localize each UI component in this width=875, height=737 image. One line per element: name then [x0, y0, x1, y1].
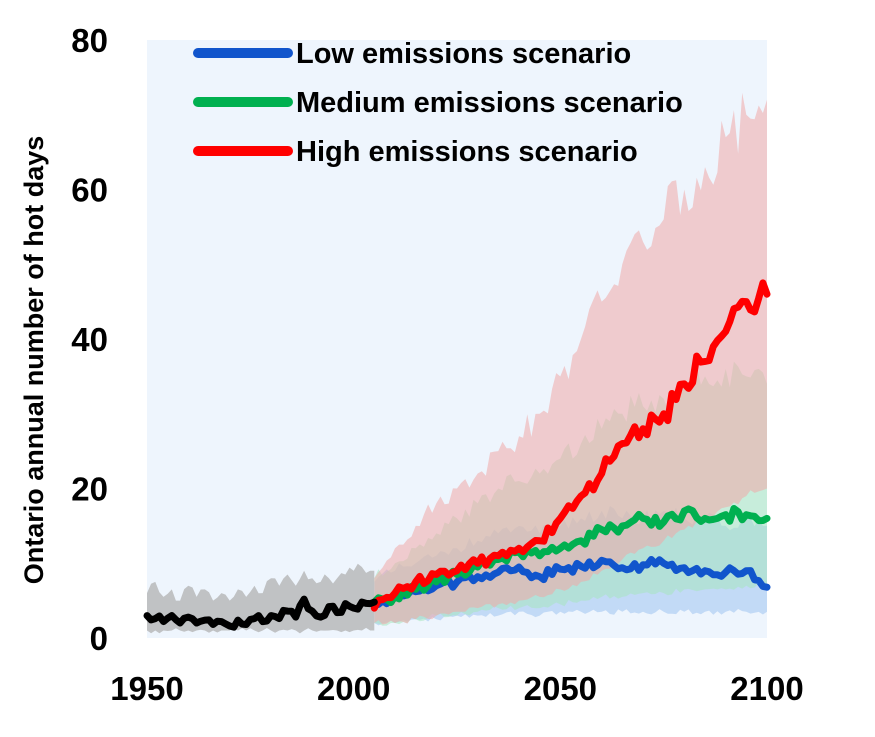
- x-tick-label: 2000: [317, 670, 390, 707]
- y-tick-label: 40: [71, 321, 108, 358]
- legend: Low emissions scenario Medium emissions s…: [193, 38, 683, 168]
- x-tick-label: 1950: [110, 670, 183, 707]
- legend-label: Low emissions scenario: [296, 38, 631, 70]
- x-tick-label: 2100: [730, 670, 803, 707]
- y-tick-labels: 0 20 40 60 80: [71, 22, 108, 657]
- y-axis-label: Ontario annual number of hot days: [19, 136, 49, 585]
- legend-label: High emissions scenario: [296, 136, 638, 168]
- y-tick-label: 60: [71, 172, 108, 209]
- x-tick-labels: 1950 2000 2050 2100: [110, 670, 803, 707]
- series-lines: [143, 279, 771, 631]
- x-tick-label: 2050: [524, 670, 597, 707]
- legend-label: Medium emissions scenario: [296, 87, 683, 119]
- y-tick-label: 0: [90, 620, 108, 657]
- band-series-3: [374, 92, 767, 625]
- line-medium-emissions-scenario: [370, 505, 771, 607]
- line-high-emissions-scenario: [370, 279, 771, 612]
- y-tick-label: 20: [71, 471, 108, 508]
- y-tick-label: 80: [71, 22, 108, 59]
- line-low-emissions-scenario: [370, 556, 771, 608]
- line-historical: [143, 595, 378, 631]
